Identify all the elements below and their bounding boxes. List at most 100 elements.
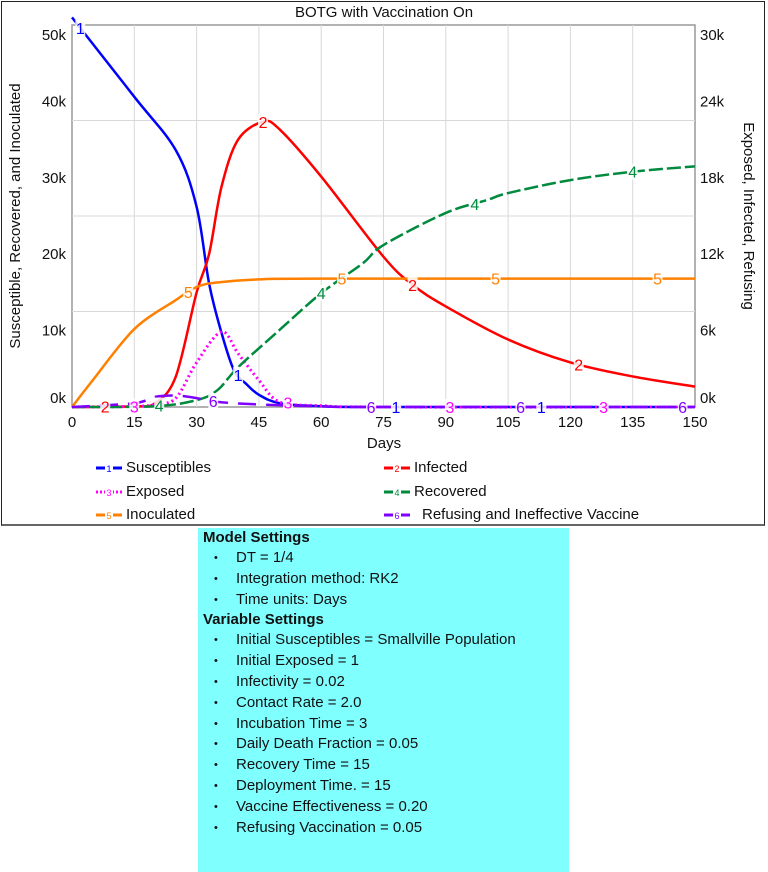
x-axis-label: Days xyxy=(367,435,401,452)
legend-label: Refusing and Ineffective Vaccine xyxy=(422,506,640,523)
legend-item: 1 Susceptibles xyxy=(96,459,211,476)
svg-text:2: 2 xyxy=(259,115,268,132)
chart-title: BOTG with Vaccination On xyxy=(295,4,473,21)
series-marker: 2 xyxy=(407,276,418,295)
settings-item: Deployment Time. = 15 xyxy=(198,776,569,797)
settings-item: Infectivity = 0.02 xyxy=(198,672,569,693)
legend-item: 5 Inoculated xyxy=(96,506,195,523)
series-marker: 5 xyxy=(336,270,347,289)
series-marker: 3 xyxy=(129,398,140,416)
x-tick-label: 150 xyxy=(682,414,707,431)
series-marker: 5 xyxy=(652,270,663,289)
y-tick-label-right: 30k xyxy=(700,27,725,44)
legend-item: 2 Infected xyxy=(384,459,467,476)
svg-text:5: 5 xyxy=(653,272,662,289)
model-settings-list: DT = 1/4Integration method: RK2Time unit… xyxy=(198,548,569,610)
svg-text:2: 2 xyxy=(574,357,583,374)
svg-text:3: 3 xyxy=(446,400,455,417)
svg-text:6: 6 xyxy=(516,400,525,417)
y-tick-label-right: 12k xyxy=(700,246,725,263)
legend-swatch-icon: 1 xyxy=(96,462,122,473)
y-axis-label-right: Exposed, Infected, Refusing xyxy=(740,122,757,310)
svg-text:1: 1 xyxy=(537,400,546,417)
svg-text:5: 5 xyxy=(106,511,111,520)
settings-item: Incubation Time = 3 xyxy=(198,714,569,735)
svg-text:1: 1 xyxy=(106,464,111,473)
y-tick-label-left: 50k xyxy=(42,27,67,44)
svg-text:5: 5 xyxy=(184,285,193,302)
settings-item: Recovery Time = 15 xyxy=(198,755,569,776)
series-marker: 1 xyxy=(75,19,86,38)
series-marker: 1 xyxy=(233,366,244,385)
legend-label: Susceptibles xyxy=(126,459,212,476)
series-marker: 4 xyxy=(154,397,165,416)
settings-item: Refusing Vaccination = 0.05 xyxy=(198,818,569,839)
svg-text:6: 6 xyxy=(209,394,218,411)
settings-item: Time units: Days xyxy=(198,590,569,611)
svg-text:4: 4 xyxy=(628,165,637,182)
series-marker: 3 xyxy=(282,394,293,413)
series-line-exposed xyxy=(71,330,696,409)
x-tick-label: 75 xyxy=(375,414,392,431)
svg-text:4: 4 xyxy=(470,197,479,214)
settings-item: DT = 1/4 xyxy=(198,548,569,569)
legend-swatch-icon: 4 xyxy=(384,486,410,497)
x-tick-label: 120 xyxy=(558,414,583,431)
legend-item: 4 Recovered xyxy=(384,483,487,500)
legend-label: Recovered xyxy=(414,483,487,500)
legend-item: 3 Exposed xyxy=(96,483,184,500)
svg-text:2: 2 xyxy=(408,278,417,295)
settings-item: Daily Death Fraction = 0.05 xyxy=(198,734,569,755)
y-axis-label-left: Susceptible, Recovered, and Inoculated xyxy=(7,83,24,348)
settings-item: Integration method: RK2 xyxy=(198,569,569,590)
settings-item: Vaccine Effectiveness = 0.20 xyxy=(198,797,569,818)
series-marker: 4 xyxy=(316,285,327,303)
x-tick-label: 30 xyxy=(188,414,205,431)
y-tick-label-left: 10k xyxy=(42,323,67,340)
series-marker: 6 xyxy=(515,399,526,417)
x-tick-label: 15 xyxy=(126,414,143,431)
svg-text:2: 2 xyxy=(394,464,399,473)
settings-item: Initial Exposed = 1 xyxy=(198,651,569,672)
series-marker: 3 xyxy=(598,399,609,417)
svg-text:6: 6 xyxy=(367,400,376,417)
svg-text:5: 5 xyxy=(491,272,500,289)
series-marker: 5 xyxy=(490,270,501,289)
series-marker: 2 xyxy=(100,398,111,417)
svg-text:1: 1 xyxy=(76,21,85,38)
series-marker: 3 xyxy=(444,399,455,417)
svg-text:4: 4 xyxy=(394,488,399,497)
svg-text:4: 4 xyxy=(317,286,326,303)
y-tick-label-left: 0k xyxy=(50,390,66,407)
series-marker: 1 xyxy=(536,399,547,417)
settings-panel: Model Settings DT = 1/4Integration metho… xyxy=(198,528,569,872)
svg-text:1: 1 xyxy=(392,400,401,417)
chart-frame xyxy=(1,1,765,526)
svg-text:3: 3 xyxy=(284,396,293,413)
y-tick-label-left: 40k xyxy=(42,93,67,110)
series-marker: 6 xyxy=(208,393,219,411)
legend-swatch-icon: 3 xyxy=(96,486,122,497)
y-tick-label-right: 0k xyxy=(700,390,716,407)
series-line-refusing-and-ineffective-vaccine xyxy=(71,394,696,409)
svg-text:3: 3 xyxy=(599,400,608,417)
legend-label: Infected xyxy=(414,459,468,476)
series-line-inoculated xyxy=(71,277,696,408)
legend-swatch-icon: 5 xyxy=(96,509,122,520)
series-marker: 6 xyxy=(366,398,377,417)
y-tick-label-left: 30k xyxy=(42,170,67,187)
svg-text:3: 3 xyxy=(130,399,139,416)
x-tick-label: 90 xyxy=(437,414,454,431)
svg-text:1: 1 xyxy=(234,368,243,385)
model-settings-title: Model Settings xyxy=(203,529,310,546)
legend-swatch-icon: 2 xyxy=(384,462,410,473)
series-marker: 2 xyxy=(258,113,269,132)
legend-swatch-icon: 6 xyxy=(384,509,410,520)
series-marker: 5 xyxy=(183,284,194,302)
svg-text:3: 3 xyxy=(106,488,111,497)
series-line-infected xyxy=(71,119,696,409)
legend-label: Exposed xyxy=(126,483,185,500)
y-tick-label-right: 6k xyxy=(700,323,716,340)
svg-text:5: 5 xyxy=(338,272,347,289)
x-tick-label: 105 xyxy=(496,414,521,431)
